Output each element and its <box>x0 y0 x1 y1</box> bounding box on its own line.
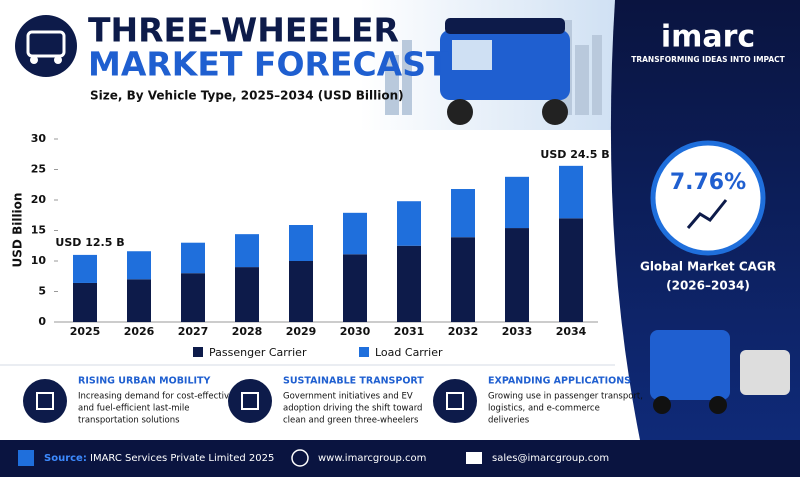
cagr-label: Global Market CAGR <box>640 260 776 274</box>
title: MARKET FORECAST <box>88 45 449 84</box>
feature-title: EXPANDING APPLICATIONS <box>488 376 631 387</box>
cagr-period: (2026–2034) <box>666 279 750 293</box>
bar-segment <box>289 261 313 322</box>
legend-label: Passenger Carrier <box>209 346 307 359</box>
feature-text: Government initiatives and EV <box>283 392 413 402</box>
bar-segment <box>451 189 475 238</box>
feature-title: RISING URBAN MOBILITY <box>78 376 211 387</box>
logo: imarc <box>661 20 755 55</box>
bar-segment <box>127 279 151 322</box>
feature-icon <box>228 379 272 423</box>
y-axis-label: USD Billion <box>11 193 25 268</box>
source-icon <box>18 450 34 466</box>
bar-segment <box>343 212 367 255</box>
x-tick-label: 2034 <box>556 325 587 338</box>
feature-text: Increasing demand for cost-effective <box>78 392 234 402</box>
y-tick-label: 20 <box>31 193 47 206</box>
mail-icon <box>466 452 482 464</box>
bar-segment <box>559 218 583 322</box>
tagline: TRANSFORMING IDEAS INTO IMPACT <box>631 55 785 64</box>
legend-swatch <box>193 347 203 357</box>
subtitle: Size, By Vehicle Type, 2025–2034 (USD Bi… <box>90 89 404 103</box>
feature-text: adoption driving the shift toward <box>283 404 422 414</box>
bar-segment <box>397 201 421 246</box>
source: IMARC Services Private Limited 2025 <box>90 453 274 464</box>
y-tick-label: 30 <box>31 132 47 145</box>
bar-segment <box>505 228 529 322</box>
y-tick-label: 15 <box>31 224 46 237</box>
x-tick-label: 2026 <box>124 325 155 338</box>
bar-segment <box>73 282 97 322</box>
tuk-tuk-image <box>440 18 570 125</box>
bar-segment <box>73 254 97 283</box>
legend-swatch <box>359 347 369 357</box>
bar-segment <box>343 254 367 322</box>
annotation: USD 12.5 B <box>55 236 124 249</box>
x-tick-label: 2028 <box>232 325 263 338</box>
email: sales@imarcgroup.com <box>492 453 609 464</box>
feature-text: logistics, and e-commerce <box>488 404 600 414</box>
bar-segment <box>181 273 205 322</box>
feature-icon-glyph <box>36 392 54 410</box>
bar-segment <box>127 251 151 280</box>
feature-icon <box>433 379 477 423</box>
y-tick-label: 10 <box>31 254 47 267</box>
cagr-circle <box>650 140 766 256</box>
feature-text: Growing use in passenger transport, <box>488 392 643 402</box>
footer <box>0 440 800 477</box>
feature-text: transportation solutions <box>78 416 180 426</box>
source-label: Source: <box>44 453 87 464</box>
x-tick-label: 2030 <box>340 325 371 338</box>
growth-icon <box>686 199 728 229</box>
bar-segment <box>559 165 583 219</box>
bar-segment <box>505 176 529 229</box>
cagr-value: 7.76% <box>670 170 746 195</box>
feature-icon <box>23 379 67 423</box>
x-tick-label: 2033 <box>502 325 533 338</box>
bar-segment <box>397 245 421 322</box>
legend-label: Load Carrier <box>375 346 443 359</box>
x-tick-label: 2031 <box>394 325 425 338</box>
feature-title: SUSTAINABLE TRANSPORT <box>283 376 424 387</box>
feature-icon-glyph <box>241 392 259 410</box>
y-tick-label: 25 <box>31 163 46 176</box>
bar-segment <box>451 237 475 322</box>
x-tick-label: 2027 <box>178 325 209 338</box>
website: www.imarcgroup.com <box>318 453 426 464</box>
bar-segment <box>289 225 313 261</box>
feature-icon-glyph <box>446 392 464 410</box>
bar-segment <box>235 267 259 322</box>
bar-segment <box>235 234 259 268</box>
bar-segment <box>181 242 205 274</box>
web-icon <box>291 449 309 467</box>
title: THREE-WHEELER <box>88 11 399 50</box>
annotation: USD 24.5 B <box>540 148 609 161</box>
y-tick-label: 0 <box>38 315 46 328</box>
x-tick-label: 2025 <box>70 325 101 338</box>
x-tick-label: 2029 <box>286 325 317 338</box>
y-tick-label: 5 <box>38 285 46 298</box>
panel-tuk-tuks <box>650 330 790 414</box>
x-tick-label: 2032 <box>448 325 479 338</box>
tuk-tuk-icon <box>15 15 77 77</box>
feature-text: deliveries <box>488 416 530 426</box>
feature-text: and fuel-efficient last-mile <box>78 404 190 414</box>
feature-text: clean and green three-wheelers <box>283 416 419 426</box>
